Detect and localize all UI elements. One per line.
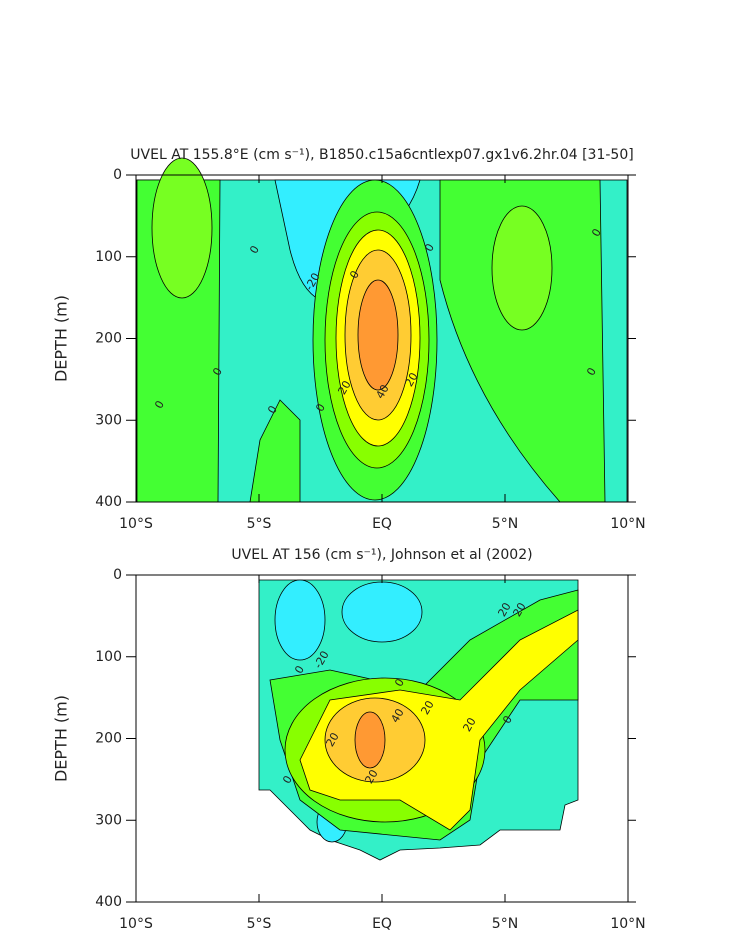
contour-label: 20 [460, 715, 478, 734]
contour-label: 20 [362, 767, 380, 786]
y-tick-label: 200 [95, 331, 122, 347]
y-tick-label: 400 [95, 894, 122, 910]
y-tick-label: 200 [95, 731, 122, 747]
y-tick-label: 0 [113, 567, 122, 583]
contour-label: 20 [418, 698, 436, 717]
y-tick-label: 300 [95, 812, 122, 828]
x-tick-label: EQ [372, 516, 392, 532]
y-tick-label: 400 [95, 494, 122, 510]
y-tick-label: 300 [95, 412, 122, 428]
y-tick-label: 0 [113, 167, 122, 183]
x-tick-label: 10°N [610, 916, 645, 932]
y-tick-label: 100 [95, 649, 122, 665]
x-tick-label: 10°N [610, 516, 645, 532]
x-tick-label: 10°S [119, 916, 153, 932]
contour-label: 20 [335, 378, 353, 397]
x-tick-label: 10°S [119, 516, 153, 532]
contour-label: 20 [495, 600, 513, 619]
x-tick-label: EQ [372, 916, 392, 932]
chart-title: UVEL AT 156 (cm s⁻¹), Johnson et al (200… [231, 547, 532, 563]
x-tick-label: 5°N [492, 916, 518, 932]
x-tick-label: 5°S [247, 916, 272, 932]
contour-label: 40 [373, 382, 391, 401]
x-tick-label: 5°S [247, 516, 272, 532]
y-tick-label: 100 [95, 249, 122, 265]
y-axis-label: DEPTH (m) [52, 295, 71, 382]
y-axis-label: DEPTH (m) [52, 695, 71, 782]
contour-label: 20 [402, 370, 420, 389]
contour-fill-bottom [258, 579, 579, 861]
contour-fill-top [136, 157, 628, 503]
contour-label: 20 [510, 600, 528, 619]
chart-title: UVEL AT 155.8°E (cm s⁻¹), B1850.c15a6cnt… [130, 147, 633, 163]
contour-label: 20 [323, 730, 341, 749]
contour-label: 40 [388, 706, 406, 725]
x-tick-label: 5°N [492, 516, 518, 532]
